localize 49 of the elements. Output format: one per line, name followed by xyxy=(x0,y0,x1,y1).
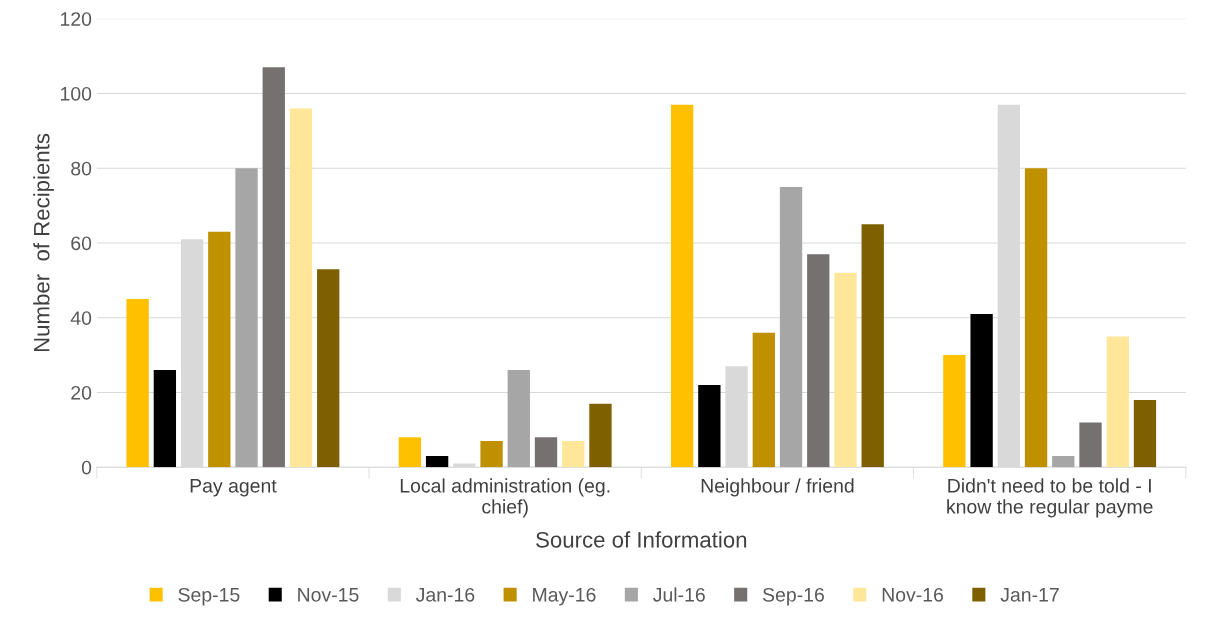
bar xyxy=(752,332,775,468)
legend-label: Nov-15 xyxy=(298,588,359,602)
y-tick-label: 60 xyxy=(71,236,92,251)
bar xyxy=(834,272,857,468)
y-tick-label: 20 xyxy=(71,385,92,400)
bar xyxy=(698,385,721,468)
bar xyxy=(126,299,149,468)
x-tick-label: Neighbour / friend xyxy=(701,478,854,497)
bar xyxy=(1106,336,1129,468)
legend-label: Nov-16 xyxy=(882,587,943,602)
bar xyxy=(1133,399,1157,468)
bar xyxy=(425,456,449,468)
bar xyxy=(153,370,177,468)
bar xyxy=(507,370,530,468)
bar xyxy=(398,437,422,468)
bar xyxy=(235,168,258,468)
bar xyxy=(779,186,803,468)
bar xyxy=(807,254,830,468)
y-tick-label: 0 xyxy=(81,460,92,475)
bar xyxy=(317,269,340,468)
y-tick-label: 120 xyxy=(60,12,92,26)
bar xyxy=(534,437,558,468)
x-tick-label: Local administration (eg. chief) xyxy=(400,478,610,518)
x-tick-label: Didn't need to be told - I know the regular payme xyxy=(947,478,1153,518)
bar xyxy=(262,67,285,468)
x-tick-label: Pay agent xyxy=(190,479,277,497)
bar xyxy=(670,104,694,468)
legend-label: Jul-16 xyxy=(653,587,705,602)
y-tick-label: 40 xyxy=(70,311,92,325)
bar xyxy=(208,231,231,468)
bar xyxy=(970,313,993,468)
y-axis-title: Number of Recipients xyxy=(33,133,54,352)
bar xyxy=(1079,422,1102,468)
legend-label: May-16 xyxy=(533,587,596,606)
y-tick-label: 100 xyxy=(60,86,92,101)
bar xyxy=(289,108,313,468)
x-axis-title: Source of Information xyxy=(536,531,747,548)
bar xyxy=(861,224,884,468)
legend-label: Sep-16 xyxy=(762,587,824,606)
legend-label: Jan-16 xyxy=(415,587,475,602)
bar xyxy=(943,355,966,468)
bar xyxy=(480,441,503,468)
legend-label: Sep-15 xyxy=(178,587,240,606)
bar xyxy=(1052,456,1075,468)
y-tick-label: 80 xyxy=(71,161,92,176)
legend-label: Jan-17 xyxy=(1000,588,1059,602)
bar xyxy=(562,441,585,468)
bar xyxy=(589,403,612,468)
bar xyxy=(1024,168,1048,468)
